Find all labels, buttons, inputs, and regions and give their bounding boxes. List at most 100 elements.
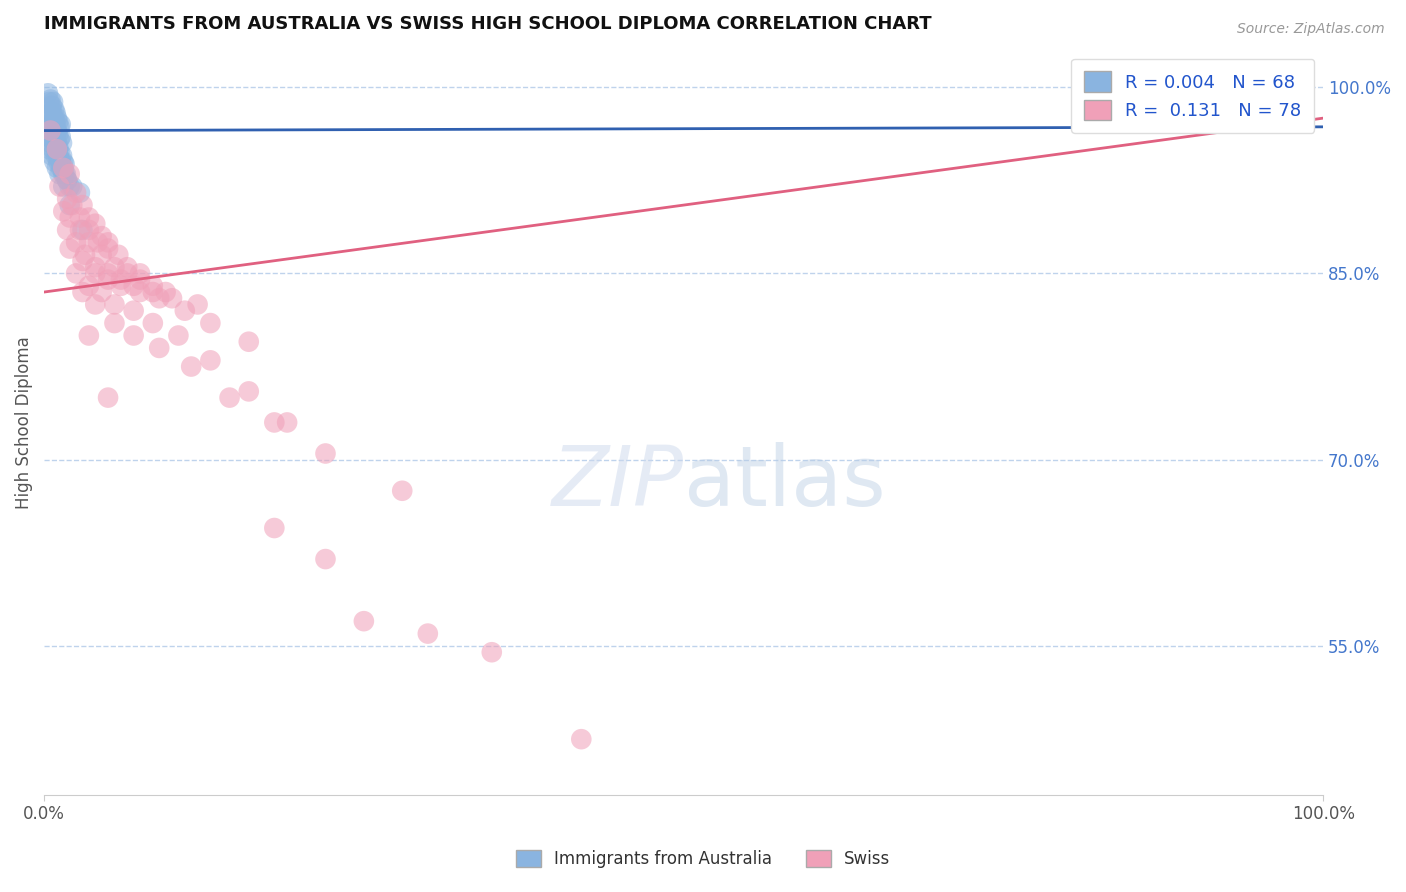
Point [59, 167, 82, 181]
Point [97, 267, 120, 281]
Point [238, 334, 260, 349]
Point [218, 391, 240, 405]
Point [90, 248, 112, 262]
Point [52, 167, 75, 181]
Point [44, 103, 66, 117]
Point [46, 154, 69, 169]
Point [46, 148, 69, 162]
Point [41, 99, 63, 113]
Point [69, 211, 91, 225]
Point [37, 87, 59, 101]
Point [38, 142, 60, 156]
Point [42, 110, 65, 124]
Point [56, 223, 79, 237]
Point [97, 235, 120, 250]
Point [155, 285, 177, 299]
Point [45, 142, 67, 156]
Point [142, 278, 165, 293]
Point [44, 129, 66, 144]
Point [41, 120, 63, 134]
Point [97, 272, 120, 286]
Point [44, 136, 66, 150]
Point [52, 179, 75, 194]
Point [38, 95, 60, 109]
Point [77, 211, 100, 225]
Point [48, 120, 70, 134]
Point [315, 446, 337, 460]
Point [60, 198, 83, 212]
Point [263, 521, 285, 535]
Point [51, 161, 73, 175]
Point [56, 173, 79, 187]
Point [39, 107, 62, 121]
Point [167, 328, 190, 343]
Point [55, 167, 77, 181]
Point [142, 285, 165, 299]
Point [45, 136, 67, 150]
Point [49, 117, 72, 131]
Point [52, 204, 75, 219]
Point [129, 267, 152, 281]
Point [238, 384, 260, 399]
Point [142, 316, 165, 330]
Point [48, 145, 70, 159]
Point [41, 148, 63, 162]
Point [69, 223, 91, 237]
Point [90, 285, 112, 299]
Point [73, 248, 96, 262]
Point [45, 111, 67, 125]
Point [103, 316, 125, 330]
Point [59, 211, 82, 225]
Point [45, 136, 67, 150]
Point [569, 732, 592, 747]
Point [180, 359, 202, 374]
Point [39, 117, 62, 131]
Point [59, 242, 82, 256]
Point [77, 278, 100, 293]
Point [42, 129, 65, 144]
Point [45, 142, 67, 156]
Point [45, 148, 67, 162]
Point [84, 267, 107, 281]
Legend: R = 0.004   N = 68, R =  0.131   N = 78: R = 0.004 N = 68, R = 0.131 N = 78 [1071, 59, 1315, 133]
Point [44, 154, 66, 169]
Point [51, 148, 73, 162]
Point [72, 285, 94, 299]
Point [77, 235, 100, 250]
Point [39, 123, 62, 137]
Point [53, 157, 76, 171]
Point [65, 267, 87, 281]
Text: ZIP: ZIP [551, 442, 683, 523]
Point [56, 192, 79, 206]
Point [173, 303, 195, 318]
Point [122, 303, 145, 318]
Point [42, 95, 65, 109]
Point [49, 154, 72, 169]
Point [97, 391, 120, 405]
Point [48, 132, 70, 146]
Point [52, 161, 75, 175]
Point [129, 272, 152, 286]
Point [51, 136, 73, 150]
Point [84, 297, 107, 311]
Point [276, 416, 298, 430]
Point [45, 106, 67, 120]
Y-axis label: High School Diploma: High School Diploma [15, 336, 32, 508]
Point [39, 136, 62, 150]
Point [65, 186, 87, 200]
Point [110, 272, 132, 286]
Point [45, 161, 67, 175]
Legend: Immigrants from Australia, Swiss: Immigrants from Australia, Swiss [509, 843, 897, 875]
Point [49, 129, 72, 144]
Point [90, 229, 112, 244]
Point [72, 254, 94, 268]
Point [353, 614, 375, 628]
Point [129, 285, 152, 299]
Point [41, 123, 63, 137]
Text: IMMIGRANTS FROM AUSTRALIA VS SWISS HIGH SCHOOL DIPLOMA CORRELATION CHART: IMMIGRANTS FROM AUSTRALIA VS SWISS HIGH … [44, 15, 932, 33]
Point [391, 483, 413, 498]
Point [72, 198, 94, 212]
Point [72, 223, 94, 237]
Point [44, 113, 66, 128]
Point [38, 111, 60, 125]
